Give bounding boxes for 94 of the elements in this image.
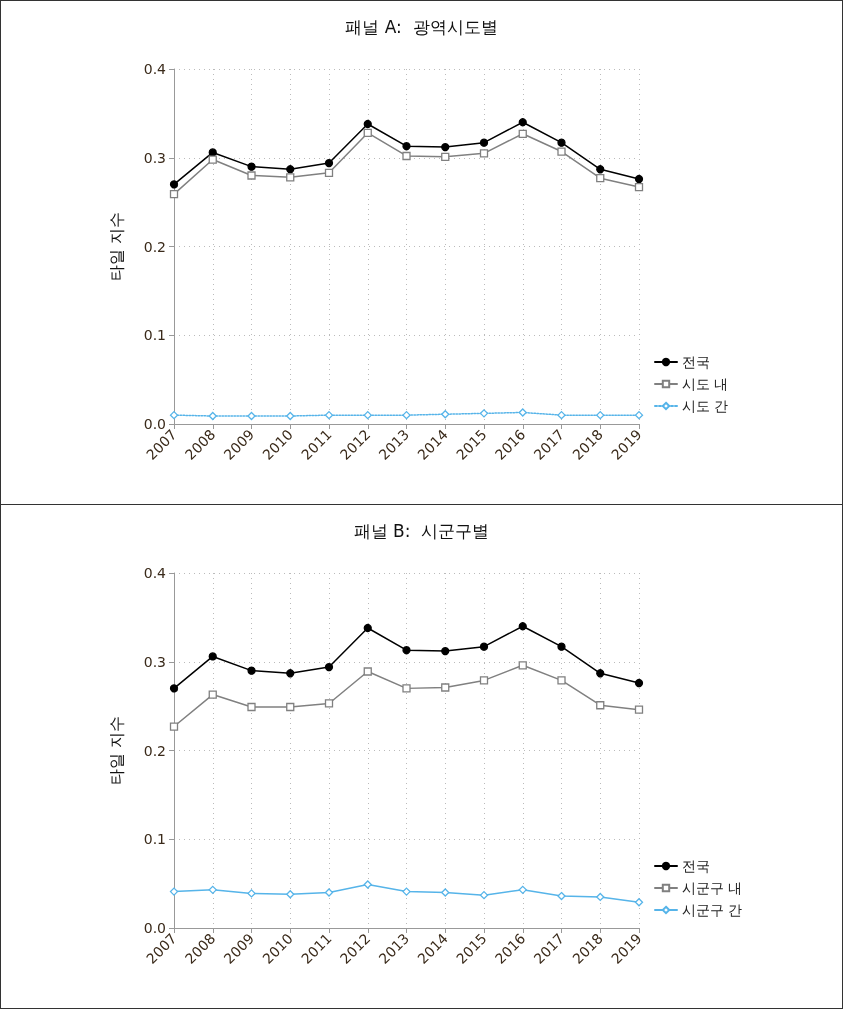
point xyxy=(402,646,411,655)
point xyxy=(402,887,411,896)
point xyxy=(169,887,179,896)
y-tick-label: 0.4 xyxy=(143,61,167,77)
y-axis-title: 타일 지수 xyxy=(106,715,126,786)
point xyxy=(596,892,605,902)
point xyxy=(634,182,644,192)
y-tick-label: 0.0 xyxy=(143,416,166,432)
point xyxy=(324,699,334,708)
point xyxy=(634,898,644,907)
legend-label: 시도 내 xyxy=(682,376,729,392)
point xyxy=(247,171,256,180)
legend-label: 시도 간 xyxy=(682,398,729,414)
point xyxy=(479,138,489,147)
legend-label: 전국 xyxy=(682,858,710,874)
point xyxy=(208,411,217,421)
legend-label: 전국 xyxy=(682,354,710,370)
point xyxy=(441,646,450,656)
point xyxy=(169,189,179,199)
y-tick-label: 0.4 xyxy=(143,565,167,581)
point xyxy=(634,174,644,184)
point xyxy=(286,890,295,899)
y-tick-label: 0.3 xyxy=(143,653,166,670)
point xyxy=(169,684,179,693)
point xyxy=(286,411,295,421)
point xyxy=(363,119,372,129)
point xyxy=(363,623,372,633)
point xyxy=(479,676,489,685)
point xyxy=(208,155,217,164)
y-axis-title: 타일 지수 xyxy=(106,211,126,282)
point xyxy=(247,666,256,675)
point xyxy=(363,667,372,676)
point xyxy=(286,173,295,182)
point xyxy=(634,678,644,688)
point xyxy=(363,880,372,889)
point xyxy=(479,891,489,900)
chart-title: 패널 A: 광역시도별 xyxy=(345,16,498,37)
point xyxy=(441,152,450,162)
point xyxy=(247,702,256,712)
point xyxy=(208,652,217,661)
point xyxy=(479,149,489,158)
point xyxy=(634,410,644,420)
legend-label: 시군구 간 xyxy=(682,902,743,918)
point xyxy=(324,168,334,177)
point xyxy=(596,410,605,420)
point xyxy=(557,676,566,685)
point xyxy=(596,701,605,710)
y-tick-label: 0.0 xyxy=(143,920,166,936)
y-tick-label: 0.1 xyxy=(143,327,166,344)
chart-title: 패널 B: 시군구별 xyxy=(353,520,490,541)
point xyxy=(518,129,527,138)
point xyxy=(363,128,372,138)
point xyxy=(402,410,411,420)
legend-label: 시군구 내 xyxy=(682,880,743,896)
point xyxy=(518,622,527,631)
point xyxy=(324,662,334,672)
point xyxy=(557,642,566,651)
point xyxy=(596,174,605,183)
point xyxy=(596,669,605,678)
point xyxy=(402,151,411,161)
point xyxy=(286,165,295,174)
point xyxy=(363,410,372,420)
point xyxy=(286,669,295,678)
point xyxy=(518,885,527,894)
point xyxy=(247,889,256,898)
point xyxy=(286,702,295,712)
point xyxy=(247,162,256,171)
point xyxy=(518,661,527,670)
y-tick-label: 0.2 xyxy=(143,238,166,255)
point xyxy=(596,165,605,174)
point xyxy=(208,885,217,894)
point xyxy=(441,683,450,692)
point xyxy=(441,142,450,152)
point xyxy=(402,142,411,151)
y-tick-label: 0.1 xyxy=(143,831,166,848)
point xyxy=(441,410,450,419)
point xyxy=(479,642,489,651)
point xyxy=(169,410,179,420)
point xyxy=(324,158,334,168)
point xyxy=(557,410,566,420)
point xyxy=(402,684,411,693)
point xyxy=(169,722,179,731)
point xyxy=(479,409,489,418)
point xyxy=(634,705,644,714)
point xyxy=(557,147,566,156)
y-tick-label: 0.3 xyxy=(143,149,166,166)
point xyxy=(518,408,527,417)
point xyxy=(518,118,527,127)
point xyxy=(557,138,566,147)
point xyxy=(324,410,334,420)
y-tick-label: 0.2 xyxy=(143,742,166,759)
point xyxy=(169,180,179,189)
point xyxy=(441,888,450,897)
point xyxy=(208,690,217,699)
